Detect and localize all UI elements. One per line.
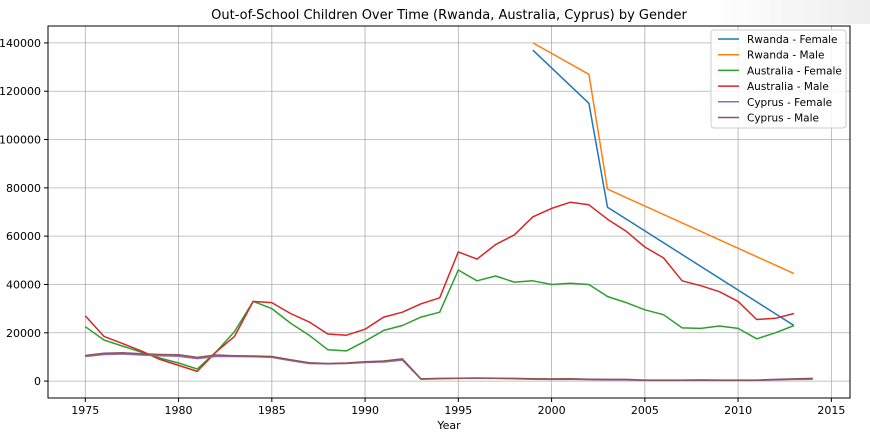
legend-entry: Cyprus - Male — [747, 113, 819, 125]
y-tick-label: 140000 — [0, 37, 41, 50]
plot-area-frame — [47, 25, 851, 399]
series-line-australia-male — [84, 201, 795, 373]
y-tick-label: 120000 — [0, 85, 41, 98]
x-axis-ticks: 1975 1980 1985 1990 1995 2000 2005 2010 2015 — [71, 398, 845, 417]
series-line-rwanda-male — [532, 42, 795, 275]
y-tick-label: 80000 — [6, 182, 41, 195]
chart-title: Out-of-School Children Over Time (Rwanda… — [211, 8, 687, 23]
legend-entry: Australia - Male — [747, 81, 829, 93]
chart-legend: Rwanda - Female Rwanda - Male Australia - … — [710, 29, 847, 129]
x-axis-label: Year — [436, 419, 461, 432]
y-axis-ticks: 0 20000 40000 60000 80000 100000 120000 140000 — [0, 37, 48, 388]
legend-entry: Australia - Female — [747, 65, 842, 77]
y-tick-label: 40000 — [6, 278, 41, 291]
y-tick-label: 0 — [34, 375, 41, 388]
x-tick-label: 1990 — [351, 404, 379, 417]
x-tick-label: 1975 — [71, 404, 99, 417]
x-tick-label: 1980 — [165, 404, 193, 417]
series-line-cyprus-female — [85, 353, 813, 382]
x-tick-label: 2000 — [538, 404, 566, 417]
legend-entry: Cyprus - Female — [747, 97, 832, 109]
y-tick-label: 20000 — [6, 327, 41, 340]
x-tick-label: 2010 — [724, 404, 752, 417]
series-lines — [84, 42, 813, 382]
y-tick-label: 60000 — [6, 230, 41, 243]
series-line-rwanda-female — [532, 49, 795, 327]
x-tick-label: 1985 — [258, 404, 286, 417]
series-line-australia-female — [84, 269, 795, 370]
series-line-cyprus-male — [85, 352, 813, 381]
legend-box — [710, 29, 847, 129]
legend-entry: Rwanda - Female — [747, 34, 838, 46]
x-tick-label: 1995 — [444, 404, 472, 417]
y-tick-label: 100000 — [0, 134, 41, 147]
x-tick-label: 2005 — [631, 404, 659, 417]
x-tick-label: 2015 — [817, 404, 845, 417]
window-corner-shadow — [710, 0, 870, 24]
legend-entry: Rwanda - Male — [747, 50, 824, 62]
